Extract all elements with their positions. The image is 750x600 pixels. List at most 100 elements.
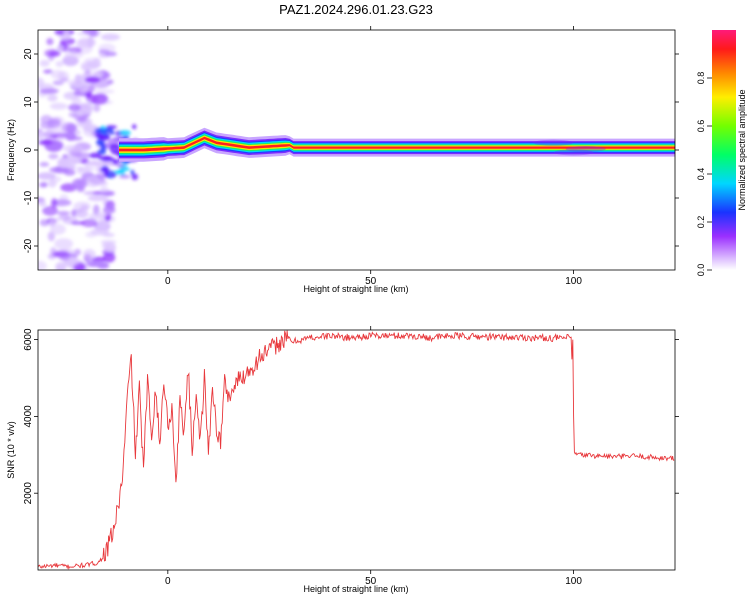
transition-blob <box>131 173 139 181</box>
colorbar-tick-label: 0.2 <box>696 216 706 229</box>
noise-blob <box>56 135 68 140</box>
noise-blob <box>90 228 110 236</box>
noise-blob <box>39 162 50 167</box>
noise-blob <box>58 250 71 262</box>
noise-blob <box>75 209 89 219</box>
noise-blob <box>42 206 58 216</box>
spectrogram-image <box>38 30 675 270</box>
noise-blob <box>77 37 96 47</box>
transition-blob <box>102 128 108 134</box>
noise-blob <box>83 249 96 260</box>
noise-blob <box>38 172 56 180</box>
noise-blob <box>79 87 91 93</box>
noise-blob <box>98 49 110 54</box>
transition-blob <box>100 144 107 152</box>
noise-blob <box>50 223 66 235</box>
ridge-blob <box>533 139 574 146</box>
snr-xlabel: Height of straight line (km) <box>303 584 408 594</box>
noise-blob <box>58 214 71 221</box>
noise-blob <box>81 218 98 228</box>
noise-blob <box>66 261 79 267</box>
noise-blob <box>51 198 58 209</box>
noise-blob <box>54 217 61 223</box>
noise-blob <box>84 76 101 84</box>
noise-blob <box>85 176 102 188</box>
noise-blob <box>39 219 50 227</box>
transition-blob <box>119 130 131 136</box>
noise-blob <box>48 179 57 188</box>
noise-blob <box>39 88 59 95</box>
snr-ytick-label: 2000 <box>23 482 34 505</box>
noise-blob <box>64 51 84 59</box>
noise-blob <box>82 30 98 35</box>
spec-ytick-label: 0 <box>23 147 34 153</box>
noise-blob <box>80 60 99 71</box>
noise-blob <box>74 248 81 256</box>
snr-xtick-label: 50 <box>365 576 377 587</box>
noise-blob <box>47 231 56 242</box>
noise-blob <box>47 94 58 102</box>
noise-blob <box>66 123 78 133</box>
noise-blob <box>90 93 109 105</box>
figure-title: PAZ1.2024.296.01.23.G23 <box>279 2 433 17</box>
transition-blob <box>114 169 125 175</box>
noise-blob <box>56 211 71 216</box>
transition-blob <box>122 135 130 139</box>
snr-panel: 0 50 100 2000 4000 6000 Height of straight li… <box>6 326 679 594</box>
noise-blob <box>80 168 92 174</box>
noise-blob <box>98 180 108 187</box>
noise-blob <box>38 130 46 138</box>
noise-blob <box>47 119 61 129</box>
transition-blob <box>107 158 117 162</box>
transition-blob <box>131 124 137 130</box>
colorbar-gradient <box>712 30 736 270</box>
transition-blob <box>103 171 109 176</box>
noise-blob <box>103 205 116 214</box>
transition-blob <box>107 138 120 146</box>
noise-blob <box>67 79 82 87</box>
noise-blob <box>84 57 101 63</box>
noise-blob <box>63 169 76 176</box>
transition-blob <box>89 152 102 159</box>
transition-blob <box>119 167 131 171</box>
colorbar-ticks: 0.0 0.2 0.4 0.6 0.8 <box>696 72 712 276</box>
noise-blob <box>94 89 115 94</box>
noise-blob <box>56 45 65 51</box>
noise-blob <box>46 127 65 136</box>
noise-blob <box>99 187 110 193</box>
noise-blob <box>43 69 53 74</box>
noise-blob <box>93 104 101 112</box>
noise-blob <box>48 153 59 160</box>
noise-blob <box>55 61 64 67</box>
snr-frame <box>37 329 676 571</box>
ridge-blob <box>565 146 606 153</box>
spec-xtick-label: 100 <box>565 276 582 287</box>
noise-blob <box>65 131 76 141</box>
noise-blob <box>91 256 106 263</box>
noise-blob <box>49 102 68 110</box>
noise-blob <box>95 212 109 218</box>
colorbar-label: Normalized spectral amplitude <box>737 89 747 210</box>
noise-blob <box>49 51 59 56</box>
spec-ytick-label: -10 <box>23 190 34 205</box>
noise-blob <box>71 178 88 189</box>
transition-blob <box>99 167 110 173</box>
noise-blob <box>38 197 46 204</box>
transition-blob <box>119 174 131 179</box>
noise-blob <box>68 104 81 112</box>
spec-xtick-label: 50 <box>365 276 377 287</box>
noise-blob <box>62 144 83 153</box>
snr-xtick-label: 100 <box>565 576 582 587</box>
noise-blob <box>70 220 85 225</box>
noise-blob <box>54 238 74 250</box>
noise-blob <box>102 252 116 263</box>
colorbar-tick-label: 0.4 <box>696 168 706 181</box>
snr-ylabel: SNR (10 * v/v) <box>6 421 16 479</box>
noise-blob <box>57 71 70 82</box>
noise-blob <box>78 107 93 115</box>
snr-ytick-label: 6000 <box>23 328 34 351</box>
transition-blob <box>94 133 105 138</box>
noise-blob <box>39 59 50 67</box>
ridge-blob <box>553 149 594 156</box>
